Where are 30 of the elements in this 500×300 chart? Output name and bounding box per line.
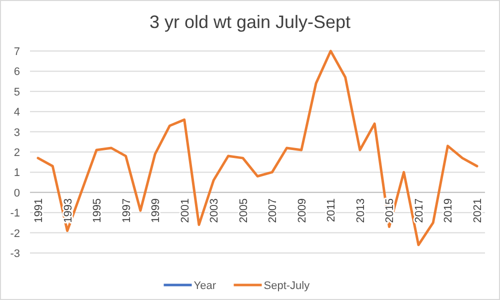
chart-title: 3 yr old wt gain July-Sept — [149, 12, 351, 32]
x-tick-label: 2005 — [238, 198, 250, 223]
x-tick-label: 1995 — [92, 198, 104, 223]
legend-label: Year — [194, 280, 216, 292]
y-tick-label: 2 — [14, 147, 20, 159]
x-tick-label: 2017 — [413, 198, 426, 223]
y-tick-label: 0 — [14, 187, 20, 200]
x-tick-label: 2011 — [326, 198, 338, 222]
y-tick-label: 5 — [14, 86, 20, 98]
y-tick-label: -1 — [10, 208, 20, 220]
legend-label: Sept-July — [264, 280, 310, 292]
x-tick-label: 2013 — [354, 198, 367, 223]
y-tick-label: 6 — [14, 66, 20, 78]
y-tick-label: 7 — [14, 46, 20, 58]
x-tick-label: 1993 — [62, 198, 74, 223]
x-tick-label: 2021 — [472, 198, 484, 223]
y-tick-label: -2 — [10, 228, 20, 240]
x-tick-label: 2015 — [384, 198, 396, 223]
x-tick-label: 2007 — [267, 198, 280, 223]
x-tick-label: 2009 — [296, 198, 308, 223]
x-tick-label: 2001 — [179, 198, 192, 223]
x-tick-label: 1991 — [33, 198, 45, 223]
y-tick-label: -3 — [10, 248, 20, 260]
x-tick-label: 1997 — [120, 198, 133, 223]
x-tick-label: 1999 — [150, 198, 162, 223]
y-tick-label: 4 — [14, 106, 20, 119]
x-tick-label: 2003 — [208, 198, 221, 223]
y-tick-label: 1 — [14, 167, 20, 180]
y-tick-label: 3 — [14, 126, 20, 139]
x-tick-label: 2019 — [442, 198, 455, 223]
